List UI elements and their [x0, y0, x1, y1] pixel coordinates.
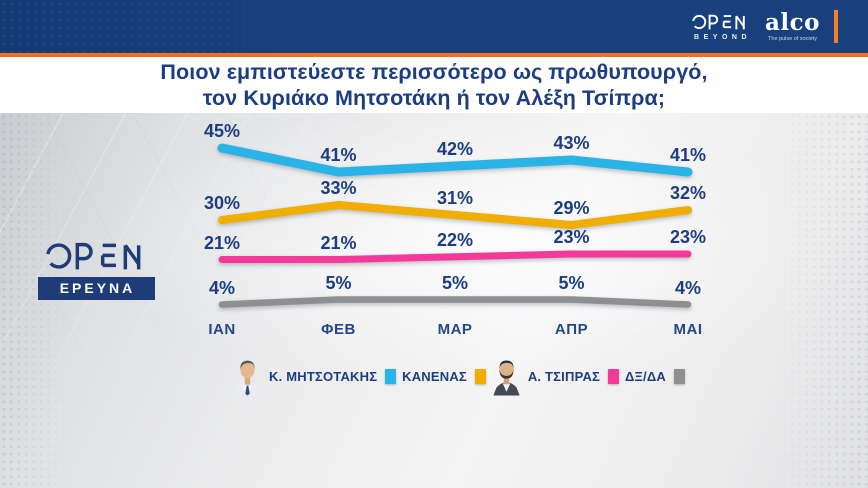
alco-wordmark: alco: [765, 8, 820, 36]
open-ereyna-logo: ΕΡΕΥΝΑ: [36, 240, 156, 300]
legend-label: ΔΞ/ΔΑ: [624, 368, 666, 384]
legend-color-chip: [474, 368, 486, 384]
legend-item-4: ΔΞ/ΔΑ: [624, 368, 685, 384]
legend-color-chip: [674, 368, 685, 384]
mitsotakis-photo: [234, 360, 261, 396]
legend-item-1: Κ. ΜΗΤΣΟΤΑΚΗΣ: [233, 357, 397, 396]
question-title-line1: Ποιον εμπιστεύεστε περισσότερο ως πρωθυπ…: [160, 60, 708, 84]
legend-label: Α. ΤΣΙΠΡΑΣ: [527, 368, 601, 384]
open-logo-icon: [46, 242, 141, 270]
legend-item-2: ΚΑΝΕΝΑΣ: [402, 368, 486, 384]
open-logo-icon: [692, 14, 746, 29]
open-beyond-logo: BEYOND: [690, 13, 751, 41]
legend-item-3: Α. ΤΣΙΠΡΑΣ: [492, 357, 620, 396]
legend-color-chip: [385, 368, 397, 384]
halftone-dots-left: [0, 113, 70, 488]
question-title: Ποιον εμπιστεύεστε περισσότερο ως πρωθυπ…: [0, 57, 868, 113]
top-bar-logos: BEYOND alco The pulse of society: [690, 0, 838, 53]
alco-tagline: The pulse of society: [768, 35, 817, 42]
orange-divider: [0, 53, 868, 57]
halftone-dots-right: [773, 113, 868, 488]
alco-orange-bar: [834, 10, 838, 43]
chart-background: [0, 113, 868, 488]
alco-logo: alco The pulse of society: [765, 8, 820, 42]
legend-label: ΚΑΝΕΝΑΣ: [402, 368, 467, 384]
ereyna-badge: ΕΡΕΥΝΑ: [37, 277, 155, 300]
chart-legend: Κ. ΜΗΤΣΟΤΑΚΗΣ ΚΑΝΕΝΑΣ Α. ΤΣΙΠΡΑΣ ΔΞ/ΔΑ: [233, 350, 685, 402]
tsipras-photo: [493, 360, 520, 396]
top-bar: BEYOND alco The pulse of society: [0, 0, 868, 53]
question-title-line2: τον Κυριάκο Μητσοτάκη ή τον Αλέξη Τσίπρα…: [202, 86, 666, 110]
halftone-dots-texture: [0, 0, 391, 53]
beyond-label: BEYOND: [694, 33, 751, 41]
legend-color-chip: [608, 368, 620, 384]
legend-label: Κ. ΜΗΤΣΟΤΑΚΗΣ: [269, 368, 378, 384]
